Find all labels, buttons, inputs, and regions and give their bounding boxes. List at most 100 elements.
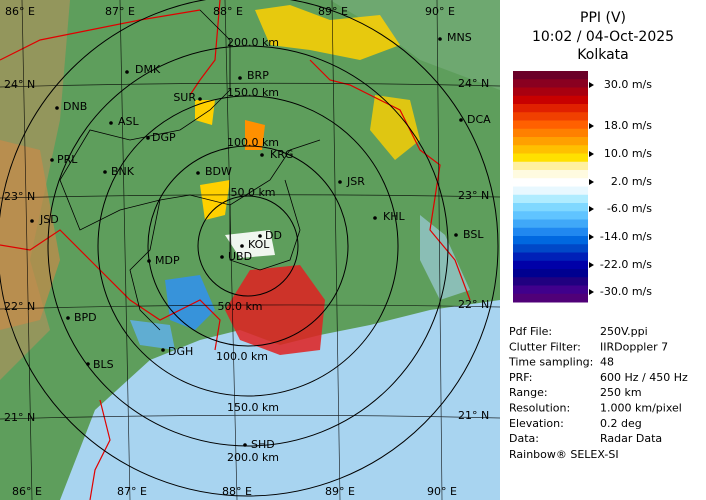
place-dot <box>86 362 90 366</box>
scale-arrow <box>589 289 594 295</box>
lon-label: 87° E <box>117 485 147 498</box>
echo <box>195 100 215 125</box>
scale-step <box>513 285 588 295</box>
place-dot <box>161 348 165 352</box>
scale-label: 30.0 m/s <box>604 78 652 91</box>
info-value: 250 km <box>600 386 642 399</box>
info-key: Time sampling: <box>508 356 593 369</box>
lat-label: 22° N <box>4 300 35 313</box>
place-dot <box>30 219 34 223</box>
lon-label: 88° E <box>213 5 243 18</box>
scale-arrow <box>589 234 594 240</box>
lat-label: 24° N <box>4 78 35 91</box>
place-dot <box>66 316 70 320</box>
place-label: BRP <box>247 69 269 82</box>
info-key: Range: <box>509 386 548 399</box>
place-dot <box>55 106 59 110</box>
sea <box>60 300 500 500</box>
scale-step <box>513 112 588 121</box>
scale-step <box>513 153 588 163</box>
place-dot <box>198 97 202 101</box>
echo <box>245 120 265 150</box>
lon-label: 90° E <box>427 485 457 498</box>
info-key: PRF: <box>509 371 532 384</box>
place-label: DCA <box>467 113 491 126</box>
lat-label: 23° N <box>4 190 35 203</box>
scale-step <box>513 161 588 171</box>
place-dot <box>243 443 247 447</box>
scale-arrow <box>589 123 594 129</box>
place-dot <box>373 216 377 220</box>
lon-label: 86° E <box>12 485 42 498</box>
scale-step <box>513 252 588 262</box>
place-label: DMK <box>135 63 161 76</box>
footer: Rainbow® SELEX-SI <box>509 448 619 461</box>
place-dot <box>125 70 129 74</box>
place-label: BSL <box>463 228 484 241</box>
range-label: 50.0 km <box>230 186 275 199</box>
border <box>0 0 471 500</box>
place-label: KRG <box>270 148 293 161</box>
place-dot <box>454 233 458 237</box>
lon-label: 88° E <box>222 485 252 498</box>
place-dot <box>220 255 224 259</box>
scale-step <box>513 211 588 220</box>
place-label: SHD <box>251 438 275 451</box>
info-value: 600 Hz / 450 Hz <box>600 371 688 384</box>
districts <box>59 9 321 331</box>
scale-label: 10.0 m/s <box>604 147 652 160</box>
info-value: 250V.ppi <box>600 325 648 338</box>
place-label: BDW <box>205 165 232 178</box>
range-ring <box>47 45 449 447</box>
info-table: Pdf File: 250V.ppi Clutter Filter: IIRDoppl… <box>508 325 688 445</box>
scale-step <box>513 71 588 80</box>
place-label: BPD <box>74 311 97 324</box>
place-label: DGH <box>168 345 193 358</box>
place-label: BNK <box>111 165 135 178</box>
scale-step <box>513 227 588 237</box>
scale-step <box>513 128 588 138</box>
echo <box>370 95 420 160</box>
info-value: 1.000 km/pixel <box>600 402 682 415</box>
place-label: JSD <box>39 213 59 226</box>
scale-step <box>513 277 588 286</box>
echo <box>225 230 275 258</box>
place-label: DNB <box>63 100 87 113</box>
district <box>59 9 321 331</box>
panel-site: Kolkata <box>577 47 628 63</box>
scale-label: 2.0 m/s <box>611 175 652 188</box>
echo <box>255 5 400 60</box>
scale-arrow <box>589 151 594 157</box>
borders <box>0 0 471 500</box>
echo <box>225 265 325 355</box>
range-label: 200.0 km <box>227 36 279 49</box>
range-ring <box>0 0 499 497</box>
scale-step <box>513 244 588 253</box>
echo <box>130 320 175 350</box>
place-label: JSR <box>346 175 365 188</box>
range-label: 50.0 km <box>217 300 262 313</box>
place-label: MNS <box>447 31 472 44</box>
info-key: Elevation: <box>509 417 564 430</box>
scale-step <box>513 79 588 88</box>
info-key: Clutter Filter: <box>509 340 581 353</box>
scale-step <box>513 170 588 179</box>
scale-step <box>513 178 588 187</box>
lat-label: 22° N <box>458 298 489 311</box>
range-label: 100.0 km <box>216 350 268 363</box>
place-dot <box>438 37 442 41</box>
scale-label: 18.0 m/s <box>604 119 652 132</box>
place-dot <box>196 171 200 175</box>
lon-label: 87° E <box>105 5 135 18</box>
scale-arrow <box>589 262 594 268</box>
scale-step <box>513 104 588 113</box>
place-label: ASL <box>118 115 140 128</box>
range-label: 100.0 km <box>227 136 279 149</box>
range-label: 150.0 km <box>227 86 279 99</box>
lon-label: 86° E <box>5 5 35 18</box>
place-dot <box>238 76 242 80</box>
scale-step <box>513 194 588 204</box>
range-ring <box>147 145 349 347</box>
scale-step <box>513 269 588 278</box>
place-label: DD <box>265 229 282 242</box>
